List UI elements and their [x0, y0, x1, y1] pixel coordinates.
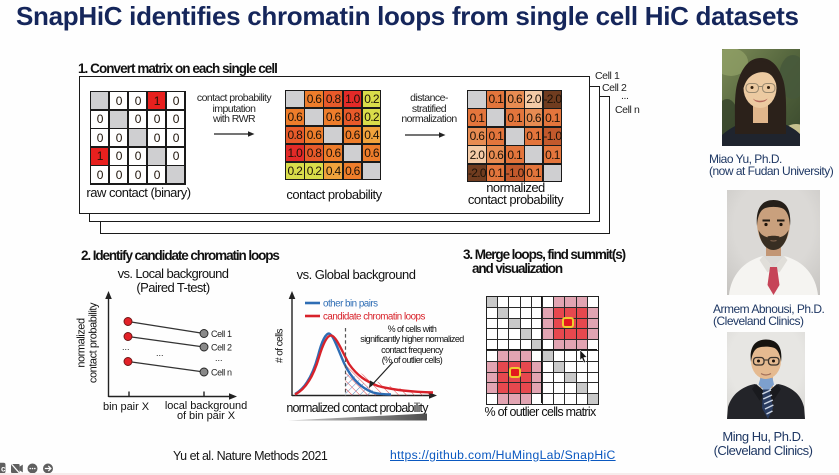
svg-text:candidate chromatin loops: candidate chromatin loops [323, 312, 425, 323]
svg-text:...: ... [156, 348, 164, 358]
svg-text:Cell 2: Cell 2 [211, 343, 232, 353]
svg-text:c: c [1, 464, 6, 473]
svg-text:...: ... [215, 353, 223, 363]
svg-text:other bin pairs: other bin pairs [323, 299, 378, 310]
svg-text:...: ... [122, 342, 130, 352]
svg-text:Cell n: Cell n [211, 368, 232, 378]
svg-text:Cell 1: Cell 1 [211, 329, 232, 339]
